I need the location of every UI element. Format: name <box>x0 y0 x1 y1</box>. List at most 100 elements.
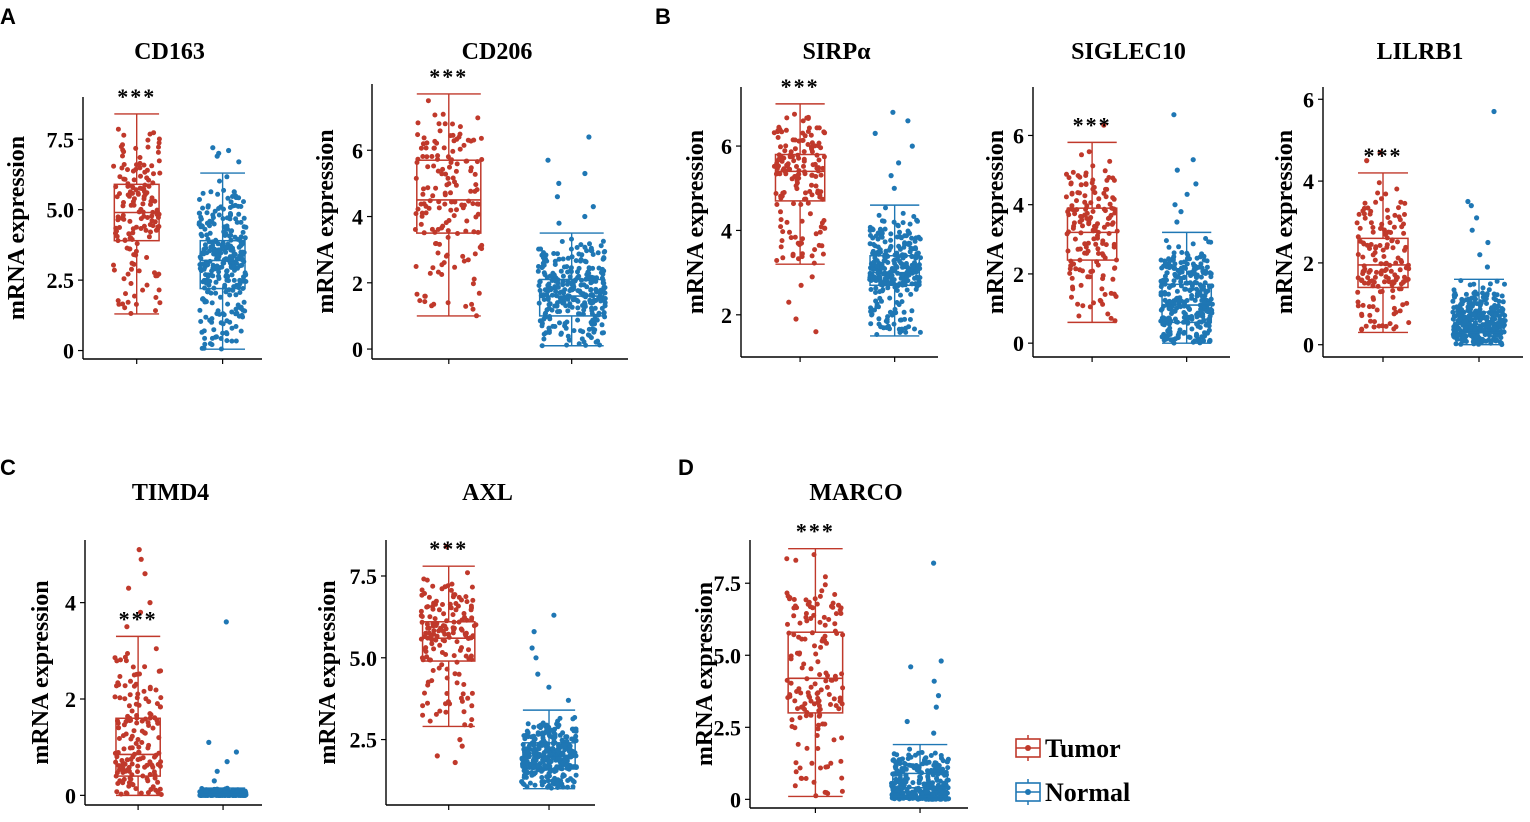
data-point <box>216 212 222 218</box>
significance-marker: *** <box>429 64 468 89</box>
data-point <box>1063 194 1069 200</box>
data-point <box>811 701 817 707</box>
data-point <box>1481 327 1486 333</box>
data-point <box>542 762 547 768</box>
data-point <box>792 111 797 117</box>
data-point <box>237 281 243 287</box>
outlier-point <box>888 173 894 179</box>
outlier-point <box>224 759 230 765</box>
data-point <box>557 715 563 721</box>
data-point <box>199 233 205 239</box>
outlier-point <box>126 585 132 591</box>
data-point <box>578 257 584 262</box>
data-point <box>453 182 459 188</box>
data-point <box>539 775 545 780</box>
data-point <box>442 638 447 644</box>
data-point <box>124 245 130 251</box>
data-point <box>417 298 423 304</box>
data-point <box>1374 269 1379 275</box>
data-point <box>802 133 808 139</box>
data-point <box>898 260 904 266</box>
data-point <box>899 326 905 332</box>
data-point <box>817 619 823 625</box>
data-point <box>777 171 783 177</box>
data-point <box>1466 314 1471 320</box>
data-point <box>774 202 780 207</box>
data-point <box>822 582 828 588</box>
data-point <box>155 149 161 155</box>
data-point <box>204 210 210 216</box>
data-point <box>547 273 553 279</box>
data-point <box>435 227 441 232</box>
data-point <box>453 168 459 174</box>
outlier-point <box>545 157 551 163</box>
data-point <box>1174 288 1180 294</box>
data-point <box>945 765 951 771</box>
data-point <box>1194 275 1199 281</box>
data-point <box>435 269 441 275</box>
legend: Tumor Normal <box>1015 734 1130 807</box>
data-point <box>1383 274 1389 280</box>
data-point <box>1172 271 1178 277</box>
data-point <box>457 647 463 653</box>
data-point <box>878 324 884 330</box>
data-point <box>1384 207 1390 213</box>
data-point <box>460 691 466 697</box>
data-point <box>872 250 878 256</box>
data-point <box>1393 309 1399 315</box>
data-point <box>564 734 570 740</box>
data-point <box>215 191 221 197</box>
outlier-point <box>556 180 562 186</box>
data-point <box>1181 330 1187 336</box>
data-point <box>808 666 814 672</box>
data-point <box>581 339 587 345</box>
data-point <box>130 664 136 670</box>
data-point <box>879 265 885 271</box>
data-point <box>888 231 894 237</box>
data-point <box>197 197 202 202</box>
data-point <box>822 721 828 727</box>
data-point <box>567 288 573 294</box>
data-point <box>111 163 117 169</box>
data-point <box>234 260 239 266</box>
data-point <box>1099 286 1105 292</box>
data-point <box>1486 287 1492 293</box>
data-point <box>538 246 544 252</box>
data-point <box>817 593 823 599</box>
data-point <box>1372 257 1378 263</box>
outlier-point <box>211 778 217 784</box>
data-point <box>137 165 143 171</box>
outlier-point <box>1193 181 1199 187</box>
data-point <box>532 736 538 742</box>
chart-title: LILRB1 <box>1377 39 1464 65</box>
outlier-point <box>798 282 804 288</box>
data-point <box>141 213 147 219</box>
data-point <box>130 168 136 174</box>
data-point <box>559 781 565 787</box>
data-point <box>792 137 798 143</box>
data-point <box>815 190 821 196</box>
data-point <box>1077 219 1083 225</box>
data-point <box>818 687 824 693</box>
data-point <box>895 222 901 228</box>
data-point <box>550 746 556 751</box>
data-point <box>1494 278 1500 284</box>
y-tick-label: 7.5 <box>350 564 378 589</box>
y-axis-label: mRNA expression <box>28 580 54 764</box>
data-point <box>228 199 234 205</box>
data-point <box>426 205 432 211</box>
data-point <box>1194 331 1199 337</box>
data-point <box>200 205 206 211</box>
data-point <box>116 736 122 741</box>
data-point <box>128 678 133 684</box>
data-point <box>554 764 560 770</box>
data-point <box>569 282 575 288</box>
data-point <box>423 645 429 651</box>
data-point <box>815 143 821 149</box>
data-point <box>234 219 240 225</box>
data-point <box>821 614 827 620</box>
data-point <box>831 696 837 702</box>
data-point <box>236 244 242 250</box>
data-point <box>557 732 563 738</box>
data-point <box>133 741 139 746</box>
